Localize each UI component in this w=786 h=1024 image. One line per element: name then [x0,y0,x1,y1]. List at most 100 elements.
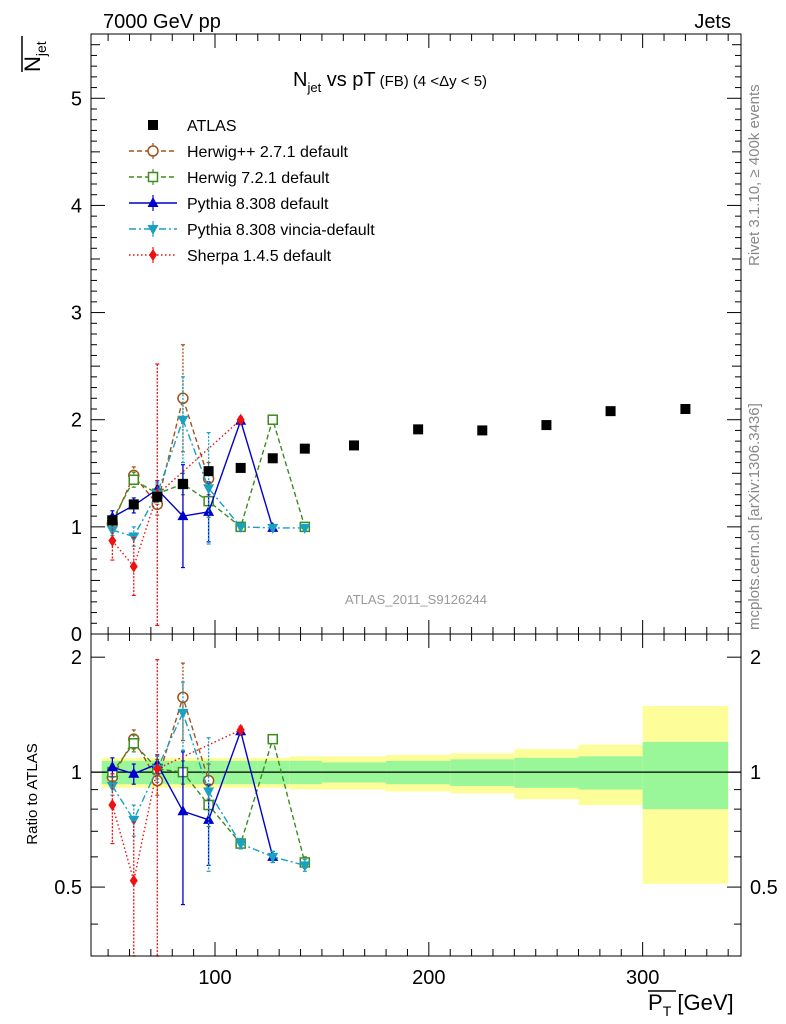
ratio-marker-sherpa [108,799,117,812]
main-marker-atlas [152,491,163,502]
title-rest: vs pT [321,69,375,91]
main-marker-atlas [299,443,310,454]
main-marker-atlas [477,425,488,436]
svg-text:Njet: Njet [20,41,49,72]
main-marker-vincia [267,523,279,534]
main-marker-atlas [541,420,552,431]
ratio-line-vincia [111,710,305,867]
ylabel-sub: jet [33,41,49,57]
legend-label-herwigpp: Herwig++ 2.7.1 default [187,144,349,161]
main-marker-atlas [348,440,359,451]
main-marker-vincia [299,523,311,534]
ratio-marker-pythia [128,767,140,778]
ratio-series-pythia [106,725,279,906]
ratio-y-tick-label: 1 [71,762,82,784]
main-marker-atlas [413,424,424,435]
main-marker-vincia [177,415,189,426]
ratio-marker-herwig7 [267,733,278,745]
ratio-marker-pythia [106,761,118,772]
ratio-marker-herwig7 [128,738,140,749]
ratio-y-label: Ratio to ATLAS [24,743,41,844]
legend-item-vincia: Pythia 8.308 vincia-default [129,221,375,239]
main-marker-atlas [235,462,246,473]
main-y-tick-label: 1 [71,517,82,539]
main-marker-atlas [203,466,214,477]
legend-marker-pythia [147,197,159,207]
ratio-band-inner [578,756,643,790]
title-paren: (FB) [380,73,409,90]
legend-marker-atlas [148,120,158,130]
main-marker-atlas [267,453,278,464]
main-title: Njet vs pT (FB) (4 <Δy < 5) [293,69,487,95]
legend-item-sherpa: Sherpa 1.4.5 default [129,247,332,265]
ratio-y-tick-label: 2 [71,647,82,669]
main-y-tick-label: 3 [71,303,82,325]
ratio-marker-vincia [177,708,189,719]
main-plot-area [106,344,691,627]
x-tick-label: 200 [412,967,445,989]
ratio-marker-vincia [128,815,140,826]
analysis-watermark: ATLAS_2011_S9126244 [345,592,487,607]
main-marker-herwig7 [128,474,140,485]
legend-marker-herwigpp [147,145,159,157]
main-marker-sherpa [129,560,138,573]
title-sub: jet [306,80,321,95]
ratio-y-tick-label-right: 0.5 [750,877,778,899]
main-y-tick-label: 0 [71,624,82,646]
main-line-sherpa [111,419,242,568]
main-marker-vincia [203,484,215,495]
main-marker-atlas [107,515,118,526]
ratio-marker-sherpa [236,723,245,736]
main-marker-pythia [177,510,189,521]
ratio-marker-pythia [177,805,189,816]
x-axis-label: PT [GeV] [648,990,734,1019]
title-main: N [293,69,307,91]
ratio-line-pythia [112,728,274,858]
ratio-panel: 0.5 0.5 1 1 2 2 100 200 300 Ratio to ATLAS PT [G… [24,633,778,1019]
ratio-band-inner [514,757,579,788]
main-marker-sherpa [236,413,245,426]
legend-label-sherpa: Sherpa 1.4.5 default [187,248,332,265]
ylabel-main: N [20,56,45,72]
legend-marker-herwig7 [147,171,159,183]
legend-item-herwig7: Herwig 7.2.1 default [129,169,330,187]
main-y-label: Njet [20,36,49,72]
title-range: (4 <Δy < 5) [413,73,487,90]
main-marker-herwig7 [267,414,278,425]
main-marker-atlas [177,479,188,489]
xlabel-sub: T [663,1003,672,1019]
category-label: Jets [694,11,731,33]
main-marker-vincia [235,522,247,533]
ratio-y-tick-label-right: 1 [750,762,761,784]
legend-item-herwigpp: Herwig++ 2.7.1 default [129,143,349,161]
legend-marker-vincia [147,225,159,235]
main-series-atlas [107,404,691,526]
rivet-label: Rivet 3.1.10, ≥ 400k events [746,84,763,266]
xlabel-unit: [GeV] [671,990,733,1015]
ratio-marker-vincia [203,787,215,798]
main-series-herwigpp [106,344,215,531]
ratio-frame [90,633,742,957]
main-marker-atlas [128,499,139,510]
legend-label-vincia: Pythia 8.308 vincia-default [187,222,375,239]
energy-label: 7000 GeV pp [103,11,221,33]
main-panel: 0 1 2 3 4 5 Njet vs pT (FB) (4 <Δy < 5) Njet AT… [20,33,742,646]
main-y-tick-label: 2 [71,410,82,432]
main-y-tick-label: 5 [71,88,82,110]
ratio-marker-sherpa [153,762,162,775]
ratio-band-inner [642,741,729,810]
ratio-y-tick-label: 0.5 [54,877,82,899]
ratio-marker-vincia [267,852,279,863]
main-series-vincia [106,376,311,547]
main-marker-sherpa [108,534,117,547]
main-y-tick-label: 4 [71,195,82,217]
main-series-sherpa [108,363,245,627]
legend-item-pythia: Pythia 8.308 default [129,195,329,213]
mcplots-label: mcplots.cern.ch [arXiv:1306.3436] [746,403,763,630]
ratio-axes: 0.5 0.5 1 1 2 2 100 200 300 [54,634,778,989]
main-marker-atlas [605,406,616,417]
ratio-y-tick-label-right: 2 [750,647,761,669]
svg-text:PT [GeV]: PT [GeV] [648,990,734,1019]
ratio-marker-vincia [299,861,311,872]
xlabel-main: P [648,990,663,1015]
